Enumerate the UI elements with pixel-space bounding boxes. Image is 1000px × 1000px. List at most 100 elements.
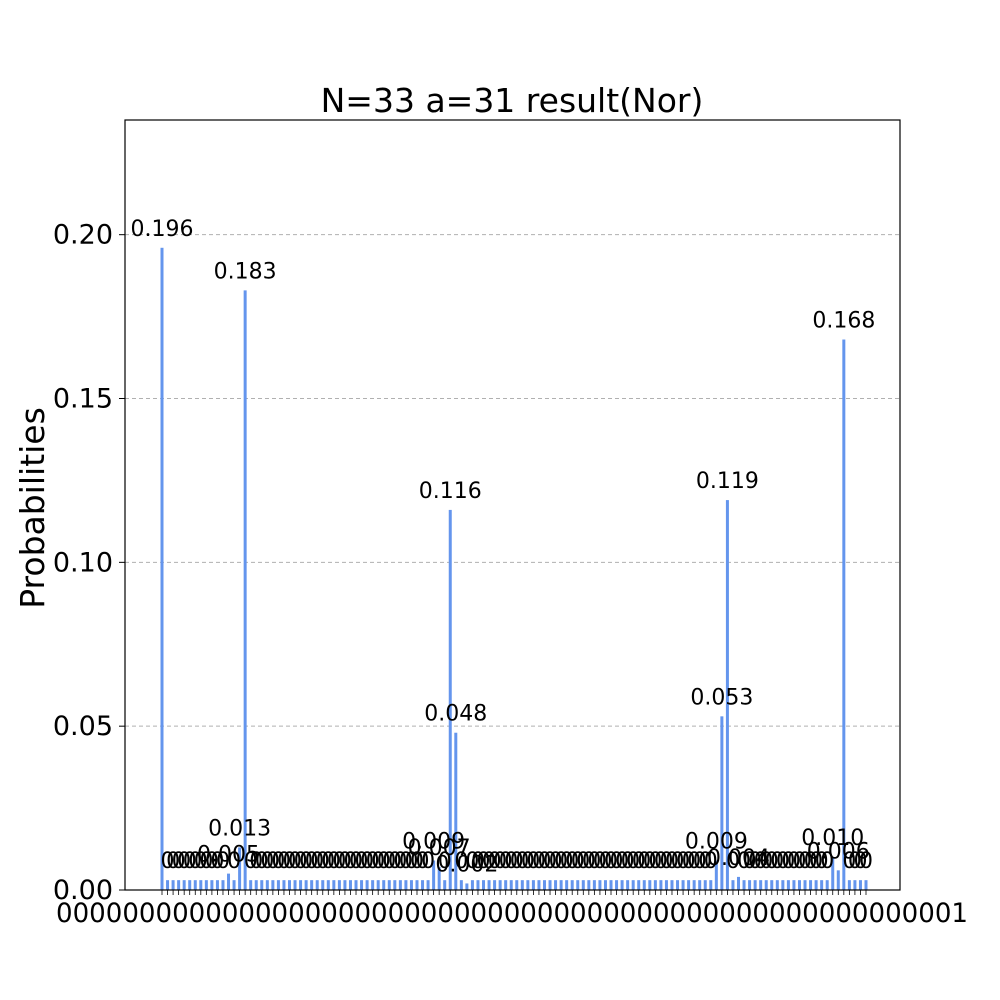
bar	[287, 880, 291, 890]
y-axis-label: Probabilities	[13, 407, 52, 609]
bar	[476, 880, 480, 890]
bar-value-label: 0	[615, 849, 629, 874]
bar-value-label: 0	[366, 849, 380, 874]
bar-value-label: 0	[610, 849, 624, 874]
bar-value-label: 0	[560, 849, 574, 874]
bar-value-label: 0	[770, 849, 784, 874]
bar	[720, 716, 724, 890]
bar-value-label: 0	[654, 849, 668, 874]
bar	[676, 880, 680, 890]
bar-value-label: 0	[504, 849, 518, 874]
bar	[204, 880, 208, 890]
bar	[592, 880, 596, 890]
bar-value-label: 0	[327, 849, 341, 874]
bar	[282, 880, 286, 890]
bar-value-label: 0	[404, 849, 418, 874]
bar-value-label: 0	[482, 849, 496, 874]
bar-value-label: 0.002	[435, 852, 498, 877]
bar	[803, 880, 807, 890]
bar-value-label: 0	[765, 849, 779, 874]
bar	[609, 880, 613, 890]
bar	[764, 880, 768, 890]
bar	[842, 339, 846, 890]
bar	[742, 880, 746, 890]
bar	[171, 880, 175, 890]
plot-frame	[124, 119, 901, 891]
bar-value-label: 0	[277, 849, 291, 874]
bar	[432, 860, 436, 890]
bar-value-label: 0	[853, 849, 867, 874]
bar-value-label: 0	[671, 849, 685, 874]
bar-value-label: 0	[416, 849, 430, 874]
bar	[714, 860, 718, 890]
bar-value-label: 0	[177, 849, 191, 874]
bar	[160, 247, 164, 890]
bar	[426, 880, 430, 890]
bar	[520, 880, 524, 890]
bar-value-label: 0	[848, 849, 862, 874]
bar	[299, 880, 303, 890]
y-tick-label: 0.10	[53, 547, 113, 578]
bar	[238, 847, 242, 890]
bar-value-label: 0	[205, 849, 219, 874]
bar-value-label: 0.116	[419, 479, 482, 504]
bar-value-label: 0	[493, 849, 507, 874]
bar	[831, 857, 835, 890]
bar-value-label: 0	[371, 849, 385, 874]
bar-value-label: 0	[377, 849, 391, 874]
bar	[443, 880, 447, 890]
bar-value-label: 0	[360, 849, 374, 874]
bar-value-label: 0	[454, 849, 468, 874]
bar-value-label: 0	[643, 849, 657, 874]
bar	[509, 880, 513, 890]
bar	[421, 880, 425, 890]
bar	[559, 880, 563, 890]
bar-value-label: 0	[477, 849, 491, 874]
bar	[293, 880, 297, 890]
bar	[210, 880, 214, 890]
bar	[576, 880, 580, 890]
bar-value-label: 0	[571, 849, 585, 874]
y-tick-label: 0.05	[53, 711, 113, 742]
bar	[182, 880, 186, 890]
bar	[698, 880, 702, 890]
bar-value-label: 0	[621, 849, 635, 874]
bar	[177, 880, 181, 890]
bar	[620, 880, 624, 890]
bar-value-label: 0	[704, 849, 718, 874]
bar-value-label: 0	[543, 849, 557, 874]
bar-value-label: 0	[521, 849, 535, 874]
bar	[648, 880, 652, 890]
bar-value-label: 0.007	[408, 836, 471, 861]
bar	[626, 880, 630, 890]
bar	[731, 880, 735, 890]
data-labels: 0.196000000000000.00500.0130.18300000000…	[131, 217, 876, 878]
bar-value-label: 0.053	[690, 685, 753, 710]
bar-value-label: 0	[693, 849, 707, 874]
bar	[548, 880, 552, 890]
bar	[454, 732, 458, 890]
bar-value-label: 0	[355, 849, 369, 874]
bar-value-label: 0.168	[812, 309, 875, 334]
bar-value-label: 0.005	[197, 843, 260, 868]
bar-value-label: 0	[421, 849, 435, 874]
bar-value-label: 0	[310, 849, 324, 874]
bar-value-label: 0.009	[685, 830, 748, 855]
bar-value-label: 0.048	[424, 702, 487, 727]
bar-value-label: 0	[565, 849, 579, 874]
bar	[498, 880, 502, 890]
bar	[709, 880, 713, 890]
bar-value-label: 0	[288, 849, 302, 874]
bar	[188, 880, 192, 890]
bar	[554, 880, 558, 890]
bar-value-label: 0	[665, 849, 679, 874]
bar-value-label: 0	[792, 849, 806, 874]
bar	[670, 880, 674, 890]
bar-value-label: 0	[743, 849, 757, 874]
bar	[809, 880, 813, 890]
bar-value-label: 0.006	[807, 839, 870, 864]
bar	[437, 867, 441, 890]
bar	[864, 880, 868, 890]
bar	[448, 509, 452, 890]
